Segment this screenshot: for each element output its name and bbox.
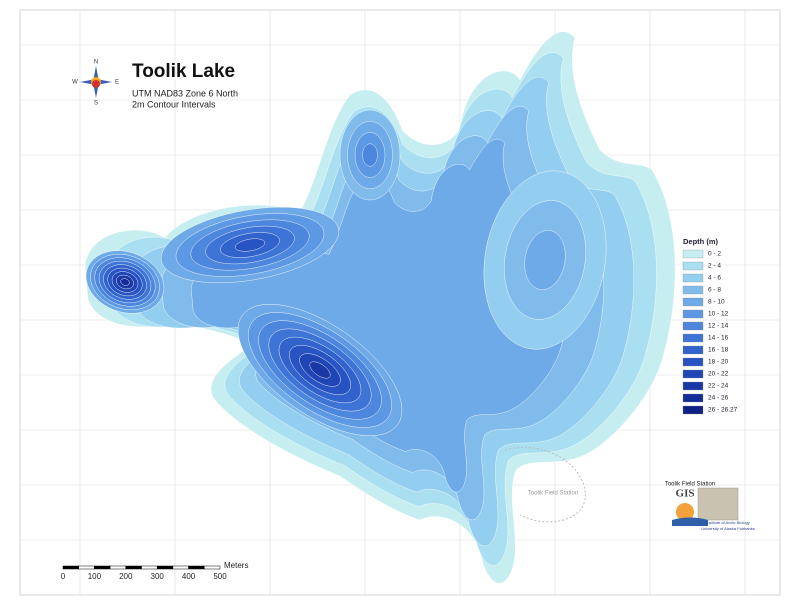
scale-unit: Meters: [224, 561, 248, 570]
legend: Depth (m) 0 - 2 2 - 4 4 - 6 6 - 8 8 - 10 10 -…: [682, 237, 738, 415]
legend-swatch: [682, 369, 704, 379]
legend-label: 16 - 18: [708, 347, 729, 354]
field-station-outline: [504, 446, 586, 523]
legend-label: 2 - 4: [708, 263, 721, 270]
logo: Toolik Field Station GIS Institute of Ar…: [665, 482, 755, 531]
legend-swatch: [682, 405, 704, 415]
scale-segment: [125, 565, 142, 570]
scale-label: 500: [213, 572, 227, 581]
legend-title: Depth (m): [683, 237, 718, 246]
scale-label: 200: [119, 572, 133, 581]
scale-label: 400: [182, 572, 196, 581]
depth-zone: [362, 143, 378, 167]
logo-line: University of Alaska Fairbanks: [701, 526, 755, 531]
map-title: Toolik Lake: [132, 61, 235, 82]
depth-zone: [120, 278, 130, 286]
legend-swatch: [682, 261, 704, 271]
legend-label: 26 - 26.27: [708, 407, 738, 414]
scale-segment: [172, 565, 189, 570]
subtitle: 2m Contour Intervals: [132, 99, 216, 109]
scale-segment: [141, 565, 158, 570]
compass-e: E: [115, 80, 119, 86]
legend-label: 24 - 26: [708, 395, 729, 402]
legend-label: 8 - 10: [708, 299, 725, 306]
scale-segment: [109, 565, 127, 570]
depth-zone: [309, 361, 331, 379]
legend-label: 10 - 12: [708, 311, 729, 318]
legend-swatch: [682, 381, 704, 391]
scale-bar: 0 100 200 300 400 500 Meters: [61, 561, 249, 581]
legend-label: 4 - 6: [708, 275, 721, 282]
logo-gis: GIS: [676, 488, 695, 500]
legend-swatch: [682, 309, 704, 319]
scale-segment: [188, 565, 205, 570]
legend-swatch: [682, 321, 704, 331]
legend-label: 14 - 16: [708, 335, 729, 342]
scale-segment: [78, 565, 95, 570]
scale-segment: [156, 565, 174, 570]
legend-swatch: [682, 345, 704, 355]
compass: N E S W: [72, 60, 119, 107]
legend-swatch: [682, 285, 704, 295]
legend-label: 12 - 14: [708, 323, 729, 330]
legend-label: 0 - 2: [708, 251, 721, 258]
depth-zone: [524, 230, 566, 290]
compass-w: W: [72, 80, 78, 86]
subtitle: UTM NAD83 Zone 6 North: [132, 88, 238, 98]
scale-label: 300: [151, 572, 165, 581]
legend-label: 6 - 8: [708, 287, 721, 294]
compass-s: S: [94, 101, 98, 107]
legend-swatch: [682, 273, 704, 283]
scale-label: 100: [88, 572, 102, 581]
legend-swatch: [682, 357, 704, 367]
legend-label: 18 - 20: [708, 359, 729, 366]
legend-swatch: [682, 249, 704, 259]
scale-segment: [62, 565, 79, 570]
legend-swatch: [682, 393, 704, 403]
logo-title: Toolik Field Station: [665, 482, 715, 488]
legend-swatch: [682, 297, 704, 307]
logo-line: Institute of Arctic Biology: [706, 520, 750, 525]
place-label: Toolik Field Station: [528, 491, 578, 497]
legend-swatch: [682, 333, 704, 343]
scale-segment: [204, 565, 221, 570]
legend-label: 22 - 24: [708, 383, 729, 390]
scale-segment: [94, 565, 111, 570]
depth-zone: [234, 238, 266, 252]
lake-bathymetry: [84, 31, 676, 584]
compass-n: N: [94, 60, 98, 66]
legend-label: 20 - 22: [708, 371, 729, 378]
scale-label: 0: [61, 572, 66, 581]
